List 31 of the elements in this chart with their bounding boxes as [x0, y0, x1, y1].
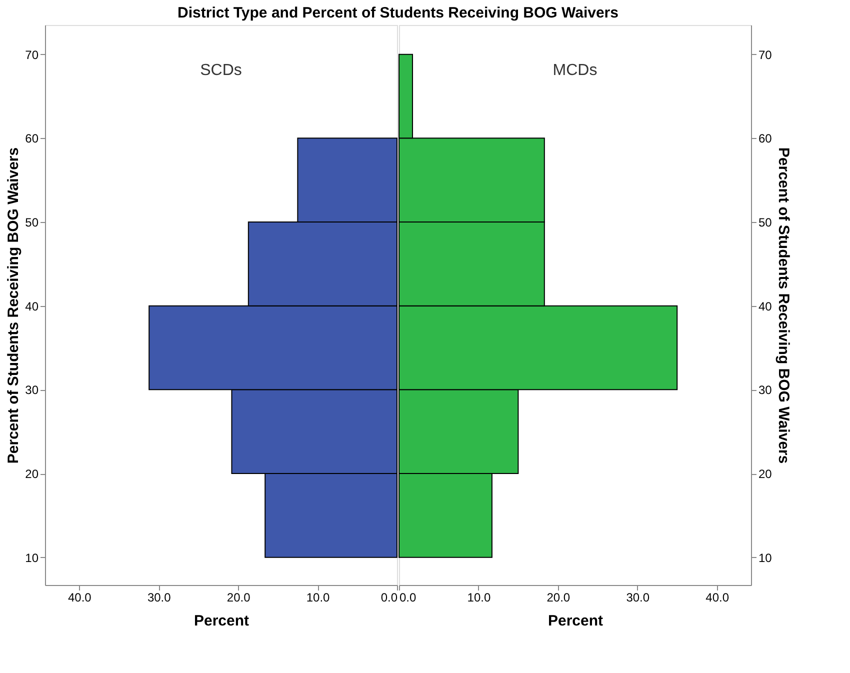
y-tick-label: 40: [25, 299, 39, 314]
annotation: SCDs: [200, 62, 242, 79]
y-tick-label: 60: [758, 132, 772, 146]
y-tick-label: 30: [25, 383, 39, 398]
y-tick-label: 70: [25, 48, 39, 62]
x-axis-title: Percent: [194, 612, 250, 630]
x-tick-label: 30.0: [147, 590, 172, 604]
x-tick-label: 30.0: [626, 590, 650, 604]
x-tick-label: 0.0: [400, 590, 417, 604]
y-tick-label: 60: [25, 132, 39, 146]
x-tick-label: 40.0: [706, 590, 730, 604]
chart-title: District Type and Percent of Students Receiving BOG Waivers: [178, 4, 618, 22]
y-tick-label: 20: [758, 467, 772, 482]
y-tick-label: 10: [758, 550, 772, 565]
y-tick-label: 20: [25, 467, 39, 482]
y-tick-label: 30: [758, 383, 772, 398]
y-tick-label: 50: [758, 216, 772, 230]
x-tick-label: 10.0: [467, 590, 491, 604]
x-tick-label: 20.0: [226, 590, 251, 604]
x-axis-title: Percent: [548, 612, 604, 630]
x-tick-label: 40.0: [68, 590, 92, 604]
y-axis-title: Percent of Students Receiving BOG Waivers: [774, 147, 792, 464]
y-tick-label: 70: [758, 48, 772, 62]
annotation: MCDs: [552, 62, 598, 79]
y-tick-label: 50: [25, 216, 39, 230]
x-tick-label: 10.0: [306, 590, 330, 604]
x-tick-label: 20.0: [546, 590, 570, 604]
y-axis-title: Percent of Students Receiving BOG Waivers: [5, 147, 22, 464]
y-tick-label: 10: [25, 550, 39, 565]
y-tick-label: 40: [758, 299, 772, 314]
x-tick-label: 0.0: [380, 590, 398, 604]
